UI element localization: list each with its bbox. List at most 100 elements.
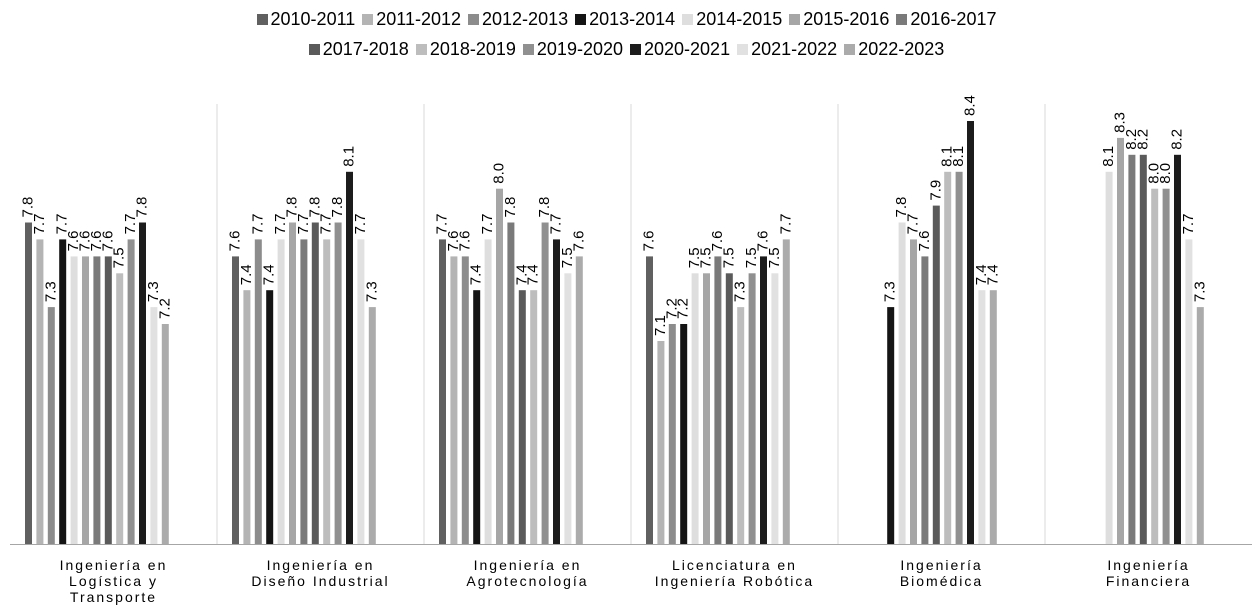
data-label: 7.6 [641, 231, 658, 252]
x-tick-label: Ingeniería Robótica [655, 573, 814, 589]
bar [910, 239, 917, 544]
x-tick-label: Ingeniería [900, 557, 982, 573]
data-label: 7.7 [31, 214, 48, 235]
bar [473, 290, 480, 544]
data-label: 8.1 [1100, 146, 1117, 167]
data-label: 8.1 [341, 146, 358, 167]
bar [657, 341, 664, 544]
bar [553, 239, 560, 544]
data-label: 7.7 [777, 214, 794, 235]
bar [369, 307, 376, 544]
data-label: 7.7 [249, 214, 266, 235]
bar [967, 121, 974, 544]
data-label: 8.1 [950, 146, 967, 167]
data-label: 7.4 [261, 264, 278, 285]
bar [59, 239, 66, 544]
data-label: 7.6 [570, 231, 587, 252]
bar [530, 290, 537, 544]
data-label: 7.3 [363, 281, 380, 302]
x-tick-label: Transporte [70, 589, 157, 605]
bar [71, 256, 78, 544]
data-label: 7.3 [42, 281, 59, 302]
bar [243, 290, 250, 544]
data-label: 7.5 [111, 247, 128, 268]
x-tick-label: Ingeniería en [474, 557, 582, 573]
x-tick-label: Ingeniería en [60, 557, 168, 573]
bar [760, 256, 767, 544]
bar [105, 256, 112, 544]
bar [576, 256, 583, 544]
bar [25, 223, 32, 545]
bar [783, 239, 790, 544]
bar [921, 256, 928, 544]
bar [93, 256, 100, 544]
bar [680, 324, 687, 544]
x-tick-label: Agrotecnología [466, 573, 588, 589]
bar [1128, 155, 1135, 544]
data-label: 7.7 [352, 214, 369, 235]
bar [519, 290, 526, 544]
data-label: 7.7 [479, 214, 496, 235]
x-tick-label: Logística y [69, 573, 158, 589]
bar [450, 256, 457, 544]
data-label: 8.2 [1169, 129, 1186, 150]
data-label: 8.2 [1134, 129, 1151, 150]
bar [564, 273, 571, 544]
bar [990, 290, 997, 544]
bar [944, 172, 951, 544]
data-label: 7.9 [927, 180, 944, 201]
bar [300, 239, 307, 544]
data-label: 7.8 [502, 197, 519, 218]
data-label: 7.6 [227, 231, 244, 252]
bar [232, 256, 239, 544]
data-label: 8.0 [491, 163, 508, 184]
bar [323, 239, 330, 544]
data-label: 7.4 [238, 264, 255, 285]
bar [933, 206, 940, 544]
data-label: 7.4 [984, 264, 1001, 285]
data-label: 7.4 [468, 264, 485, 285]
data-label: 8.0 [1157, 163, 1174, 184]
bar [737, 307, 744, 544]
bar [462, 256, 469, 544]
bar [542, 223, 549, 545]
data-label: 7.4 [525, 264, 542, 285]
bar [669, 324, 676, 544]
bar [266, 290, 273, 544]
bar [692, 273, 699, 544]
bar [1174, 155, 1181, 544]
data-label: 7.2 [156, 298, 173, 319]
bar [1151, 189, 1158, 544]
bar [116, 273, 123, 544]
bar [139, 223, 146, 545]
x-tick-label: Ingeniería en [267, 557, 375, 573]
data-label: 7.8 [134, 197, 151, 218]
data-label: 7.3 [882, 281, 899, 302]
data-label: 7.7 [548, 214, 565, 235]
bar [439, 239, 446, 544]
x-tick-label: Biomédica [900, 573, 983, 589]
bar [278, 239, 285, 544]
bar [899, 223, 906, 545]
bar [1106, 172, 1113, 544]
data-label: 7.3 [732, 281, 749, 302]
bar [335, 223, 342, 545]
data-label: 7.6 [916, 231, 933, 252]
bar [312, 223, 319, 545]
data-label: 8.4 [962, 95, 979, 116]
bar [1163, 189, 1170, 544]
x-tick-label: Licenciatura en [672, 557, 797, 573]
data-label: 7.3 [1191, 281, 1208, 302]
x-tick-label: Ingeniería [1107, 557, 1189, 573]
bar [646, 256, 653, 544]
bar [714, 256, 721, 544]
bar [956, 172, 963, 544]
data-label: 7.7 [1180, 214, 1197, 235]
bar [887, 307, 894, 544]
bar [162, 324, 169, 544]
bar [1140, 155, 1147, 544]
bar [48, 307, 55, 544]
bar [82, 256, 89, 544]
data-label: 7.5 [766, 247, 783, 268]
data-label: 7.2 [675, 298, 692, 319]
